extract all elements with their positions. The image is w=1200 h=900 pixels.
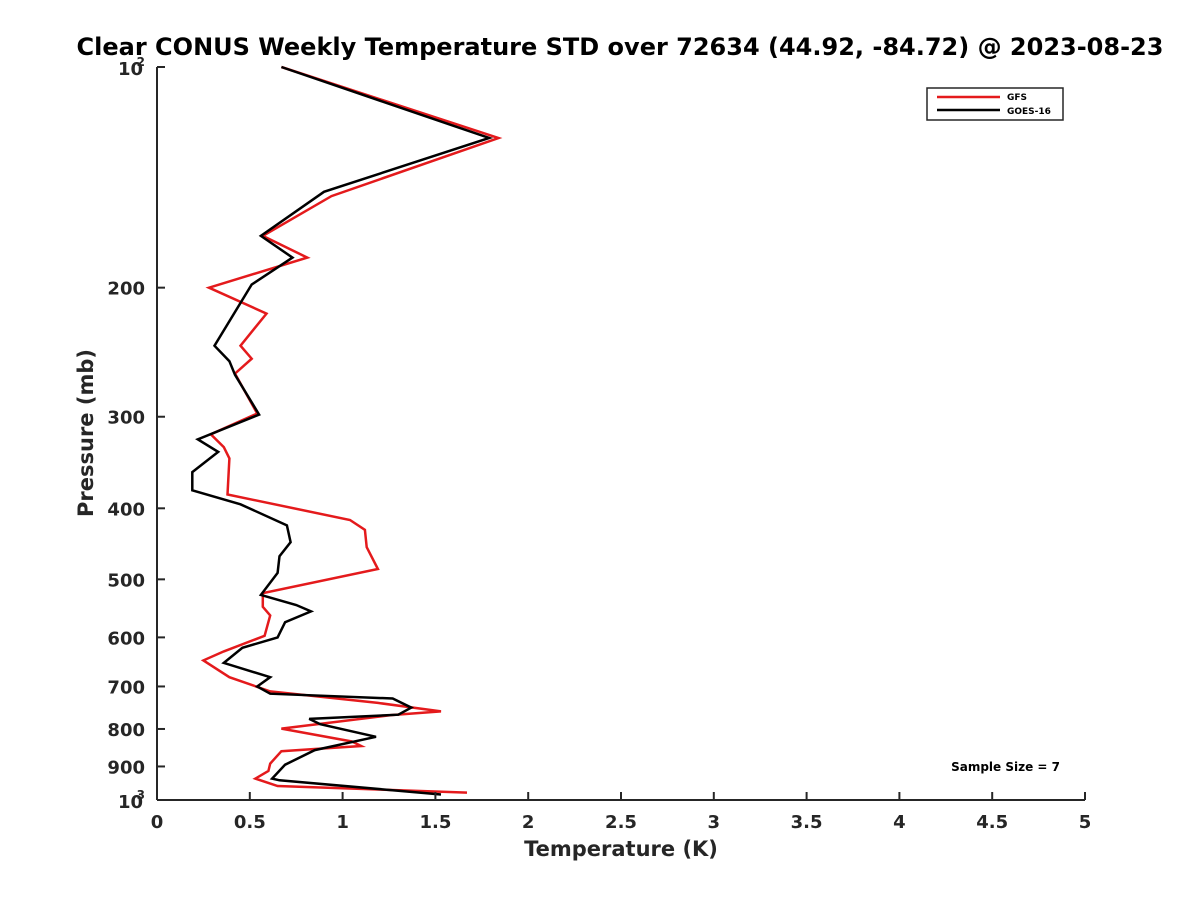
y-tick-exponent: 2	[137, 55, 145, 69]
y-tick-label: 10	[118, 59, 143, 80]
y-tick-exponent: 3	[137, 788, 145, 802]
x-tick-label: 1	[336, 812, 349, 833]
y-tick-label: 900	[107, 757, 145, 778]
plot-background	[157, 67, 1085, 800]
y-tick-label: 300	[107, 408, 145, 429]
x-tick-label: 4	[893, 812, 906, 833]
y-tick-label: 400	[107, 499, 145, 520]
series-line-goes-16	[191, 65, 494, 796]
y-tick-label: 700	[107, 677, 145, 698]
x-ticks: 0 0.5 1 1.5 2 2.5 3 3.5 4 4.5 5	[151, 792, 1092, 833]
series-line-gfs	[200, 65, 503, 794]
legend-label-goes16: GOES-16	[1007, 107, 1051, 117]
x-tick-label: 2.5	[605, 812, 637, 833]
x-tick-label: 2	[522, 812, 535, 833]
legend: GFS GOES-16	[926, 87, 1064, 121]
series-layer	[191, 65, 503, 796]
x-tick-label: 5	[1079, 812, 1092, 833]
x-tick-label: 0.5	[234, 812, 266, 833]
plot-area: 0 0.5 1 1.5 2 2.5 3 3.5 4 4.5 5 102200300400500600…	[107, 55, 1091, 833]
x-tick-label: 3.5	[791, 812, 823, 833]
y-tick-label: 500	[107, 570, 145, 591]
x-axis-label: Temperature (K)	[524, 837, 718, 861]
x-tick-label: 4.5	[976, 812, 1008, 833]
y-tick-label: 200	[107, 279, 145, 300]
y-tick-label: 10	[118, 792, 143, 813]
sample-size-annotation: Sample Size = 7	[951, 760, 1060, 774]
y-axis-label: Pressure (mb)	[74, 349, 98, 517]
chart-title: Clear CONUS Weekly Temperature STD over …	[77, 33, 1164, 61]
legend-box	[926, 87, 1064, 121]
y-tick-label: 600	[107, 628, 145, 649]
x-tick-label: 3	[708, 812, 721, 833]
legend-label-gfs: GFS	[1007, 93, 1027, 103]
x-tick-label: 0	[151, 812, 164, 833]
x-tick-label: 1.5	[419, 812, 451, 833]
y-tick-label: 800	[107, 720, 145, 741]
